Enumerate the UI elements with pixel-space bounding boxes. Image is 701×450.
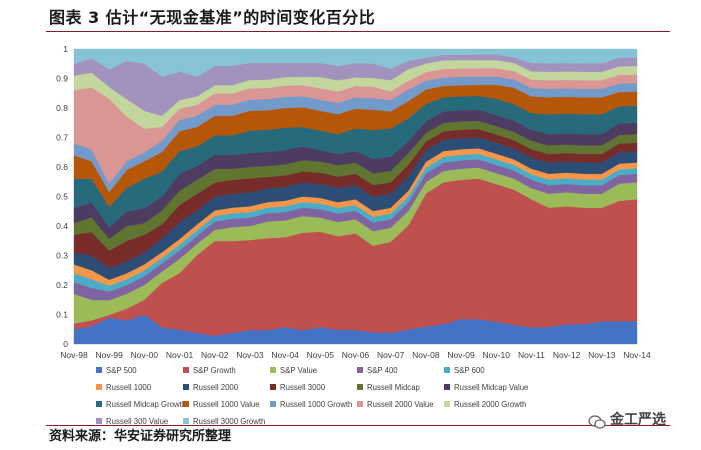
area-russell-3000-growth	[73, 48, 638, 78]
legend-label: Russell 1000	[106, 383, 152, 392]
legend-swatch	[183, 418, 189, 424]
legend-label: S&P Value	[280, 366, 317, 375]
x-tick-label: Nov-13	[588, 350, 616, 360]
x-tick-label: Nov-09	[447, 350, 475, 360]
legend-label: Russell Midcap	[367, 383, 421, 392]
y-tick-label: 0.4	[56, 221, 68, 231]
legend-swatch	[183, 384, 189, 390]
legend-label: Russell 1000 Value	[193, 400, 260, 409]
legend-swatch	[183, 401, 189, 407]
source-note: 资料来源：华安证券研究所整理	[49, 429, 232, 444]
y-tick-label: 0.7	[56, 133, 68, 143]
legend-label: Russell 300 Value	[106, 417, 168, 426]
legend-label: S&P 500	[106, 366, 137, 375]
legend-label: Russell 2000 Value	[367, 400, 434, 409]
y-tick-label: 0.1	[56, 310, 68, 320]
legend-label: Russell 3000 Growth	[193, 417, 265, 426]
footer-rule	[46, 425, 670, 426]
legend-swatch	[270, 384, 276, 390]
x-tick-label: Nov-98	[60, 350, 88, 360]
legend-swatch	[270, 367, 276, 373]
legend-swatch	[357, 401, 363, 407]
legend-swatch	[357, 384, 363, 390]
legend-label: Russell 3000	[280, 383, 326, 392]
title-rule	[46, 31, 670, 32]
legend-swatch	[357, 367, 363, 373]
legend-swatch	[444, 401, 450, 407]
y-axis: 0 0.1 0.2 0.3 0.4 0.5 0.6 0.7 0.8 0.9 1	[56, 44, 68, 349]
area-layers	[73, 48, 638, 345]
figure-title: 图表 3 估计“无现金基准”的时间变化百分比	[49, 8, 376, 27]
x-tick-label: Nov-02	[201, 350, 229, 360]
legend-swatch	[96, 418, 102, 424]
y-tick-label: 0	[63, 339, 68, 349]
y-tick-label: 0.3	[56, 251, 68, 261]
watermark-logo-icon	[588, 413, 606, 429]
x-tick-label: Nov-01	[166, 350, 194, 360]
y-tick-label: 1	[63, 44, 68, 54]
y-tick-label: 0.9	[56, 74, 68, 84]
legend-swatch	[183, 367, 189, 373]
x-tick-label: Nov-03	[236, 350, 264, 360]
legend-label: S&P Growth	[193, 366, 236, 375]
x-tick-label: Nov-08	[412, 350, 440, 360]
x-tick-label: Nov-12	[553, 350, 581, 360]
legend-swatch	[444, 384, 450, 390]
legend-label: Russell Midcap Growth	[106, 400, 186, 409]
y-tick-label: 0.8	[56, 103, 68, 113]
x-axis: Nov-98 Nov-99 Nov-00 Nov-01 Nov-02 Nov-03 Nov-…	[60, 350, 651, 360]
x-tick-label: Nov-05	[307, 350, 335, 360]
legend-swatch	[270, 401, 276, 407]
legend-label: Russell 2000	[193, 383, 239, 392]
y-tick-label: 0.2	[56, 280, 68, 290]
x-tick-label: Nov-07	[377, 350, 405, 360]
x-tick-label: Nov-04	[271, 350, 299, 360]
x-tick-label: Nov-00	[131, 350, 159, 360]
chart-legend: S&P 500 S&P Growth S&P Value S&P 400 S&P 600…	[96, 366, 528, 426]
legend-swatch	[96, 401, 102, 407]
legend-label: Russell Midcap Value	[454, 383, 528, 392]
legend-swatch	[96, 384, 102, 390]
watermark: 金工严选	[588, 408, 666, 432]
x-tick-label: Nov-06	[342, 350, 370, 360]
x-tick-label: Nov-14	[623, 350, 651, 360]
y-tick-label: 0.6	[56, 162, 68, 172]
x-tick-label: Nov-99	[95, 350, 123, 360]
legend-swatch	[444, 367, 450, 373]
legend-label: Russell 1000 Growth	[280, 400, 352, 409]
legend-label: S&P 600	[454, 366, 485, 375]
x-tick-label: Nov-10	[483, 350, 511, 360]
y-tick-label: 0.5	[56, 192, 68, 202]
legend-swatch	[96, 367, 102, 373]
legend-label: Russell 2000 Growth	[454, 400, 526, 409]
legend-label: S&P 400	[367, 366, 398, 375]
x-tick-label: Nov-11	[518, 350, 545, 360]
watermark-text: 金工严选	[610, 412, 666, 428]
